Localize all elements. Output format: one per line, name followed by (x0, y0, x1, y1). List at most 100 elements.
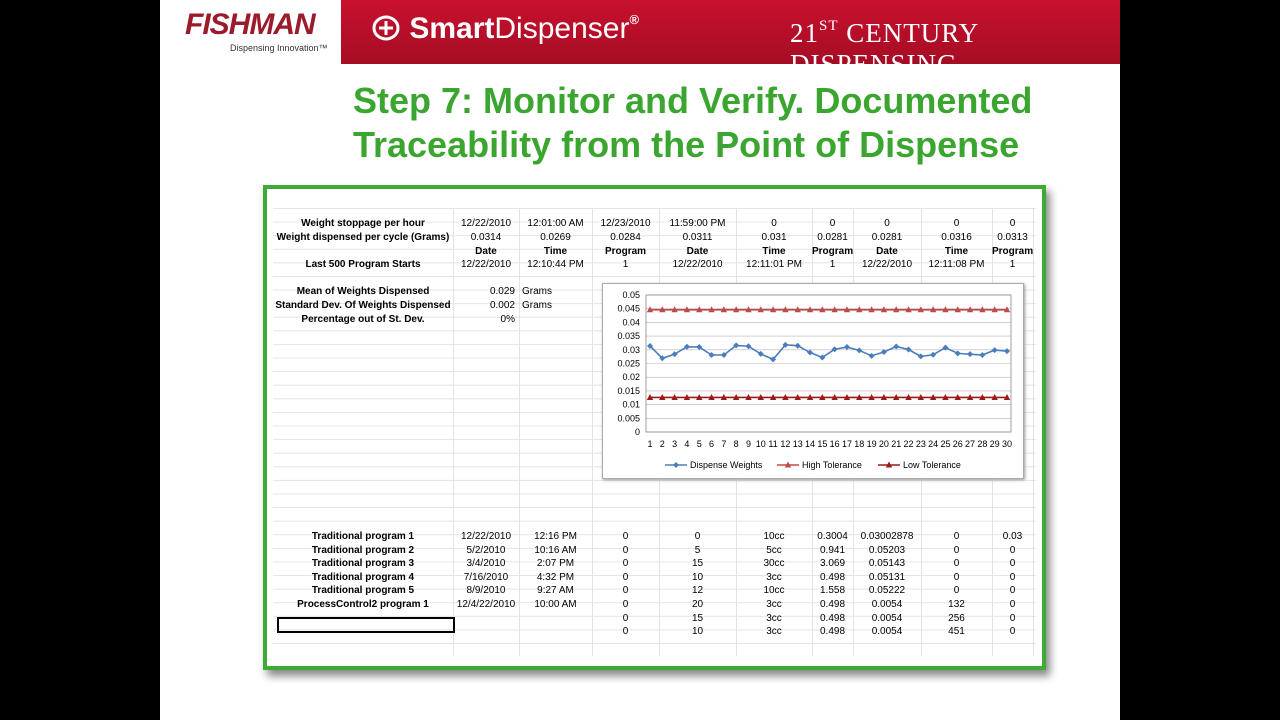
stat-label: Percentage out of St. Dev. (301, 314, 425, 325)
program-cell: 5/2/2010 (466, 544, 506, 556)
program-cell: 0.0054 (871, 626, 903, 638)
legend-label: Dispense Weights (690, 460, 763, 470)
row-label: Weight dispensed per cycle (Grams) (276, 232, 450, 243)
data-point (819, 306, 826, 313)
x-tick-label: 11 (768, 439, 777, 449)
program-cell: 0 (622, 599, 629, 610)
stat-label: Mean of Weights Dispensed (296, 286, 430, 297)
row-label: Weight stoppage per hour (301, 218, 425, 229)
x-tick-label: 26 (953, 439, 963, 449)
data-point (671, 306, 678, 313)
data-point (917, 353, 924, 360)
spreadsheet: Weight stoppage per hour 12/22/2010 12:01:… (273, 208, 1036, 656)
data-cell: Program (992, 246, 1034, 257)
data-cell: 0.0311 (682, 232, 713, 243)
data-point (942, 344, 949, 351)
stat-unit: Grams (522, 300, 552, 311)
data-point (893, 393, 900, 400)
program-cell: 10 (691, 626, 704, 638)
data-point (806, 306, 814, 313)
x-tick-label: 17 (842, 439, 852, 449)
data-cell: 0 (771, 218, 777, 229)
product-logo: SmartDispenser® (371, 12, 639, 46)
data-point (683, 306, 691, 313)
program-cell: 0 (1009, 544, 1016, 556)
data-point (708, 393, 715, 400)
data-point (659, 306, 666, 313)
program-cell: 0 (1009, 571, 1016, 583)
program-cell: 0 (1009, 585, 1016, 597)
data-point (893, 306, 900, 313)
data-point (794, 393, 801, 400)
data-point (671, 393, 678, 400)
program-cell: 0 (1009, 558, 1016, 570)
data-point (769, 393, 777, 400)
data-cell: 0 (829, 218, 836, 229)
tagline-text: CENTURY DISPENSING (790, 18, 979, 79)
data-point (732, 306, 740, 313)
program-cell: 0 (622, 571, 629, 583)
program-cell: 3/4/2010 (466, 558, 506, 570)
registered-mark: ® (629, 12, 640, 27)
program-cell: 0.03002878 (860, 531, 914, 542)
y-tick-label: 0.03 (622, 345, 640, 355)
data-cell: Program (604, 246, 647, 257)
data-cell: 12:10:44 PM (527, 259, 584, 270)
stat-value: 0% (500, 314, 515, 325)
data-cell: Time (762, 246, 786, 257)
data-cell: 0.0314 (470, 232, 502, 243)
data-point (929, 393, 937, 400)
title-line-1: Step 7: Monitor and Verify. Documented (353, 80, 1033, 121)
program-cell: 12:16 PM (534, 531, 577, 542)
data-point (782, 393, 789, 400)
y-tick-label: 0.05 (622, 290, 640, 300)
x-tick-label: 3 (672, 439, 677, 449)
program-cell: 0.498 (819, 571, 846, 583)
data-cell: 0.0269 (540, 232, 571, 243)
data-cell: 12:01:00 AM (527, 218, 584, 229)
x-tick-label: 12 (780, 439, 790, 449)
selected-cell[interactable] (277, 617, 455, 633)
legend-marker (673, 462, 679, 468)
x-tick-label: 27 (965, 439, 975, 449)
data-cell: 12/22/2010 (861, 259, 913, 270)
y-tick-label: 0.02 (622, 372, 640, 382)
program-cell: 4:32 PM (536, 571, 575, 583)
data-point (732, 393, 740, 400)
data-cell: 12/22/2010 (460, 259, 512, 270)
x-tick-label: 5 (697, 439, 702, 449)
x-tick-label: 28 (977, 439, 987, 449)
program-cell: 0.0054 (871, 612, 903, 624)
data-point (979, 352, 986, 359)
program-name: ProcessControl2 program 1 (297, 599, 429, 610)
data-point (659, 393, 666, 400)
stat-label: Standard Dev. Of Weights Dispensed (275, 300, 451, 311)
x-tick-label: 18 (854, 439, 864, 449)
column-gridline (1033, 208, 1034, 656)
program-cell: 12/22/2010 (460, 531, 512, 542)
program-cell: 0 (953, 544, 960, 556)
program-cell: 0.05131 (868, 571, 906, 583)
data-cell: 0.0284 (610, 232, 641, 243)
data-point (1004, 348, 1010, 355)
title-line-2: Traceability from the Point of Dispense (353, 124, 1020, 165)
y-tick-label: 0.035 (617, 331, 640, 341)
brand-tagline: Dispensing Innovation™ (230, 43, 328, 53)
program-cell: 132 (948, 599, 965, 610)
program-cell: 0 (622, 531, 629, 542)
legend-marker (885, 461, 893, 468)
data-cell: 12/23/2010 (600, 218, 651, 229)
data-point (831, 346, 838, 353)
program-cell: 0.0054 (871, 599, 903, 610)
program-cell: 12/4/22/2010 (456, 599, 516, 610)
program-cell: 10:00 AM (534, 599, 577, 610)
x-tick-label: 30 (1002, 439, 1012, 449)
x-tick-label: 23 (916, 439, 926, 449)
program-name: Traditional program 2 (311, 544, 415, 556)
program-cell: 10:16 AM (534, 544, 577, 556)
data-cell: 0 (953, 218, 960, 229)
series-line (649, 344, 1008, 361)
program-cell: 0.3004 (817, 531, 848, 542)
data-cell: Program (812, 246, 854, 257)
data-point (683, 393, 691, 400)
